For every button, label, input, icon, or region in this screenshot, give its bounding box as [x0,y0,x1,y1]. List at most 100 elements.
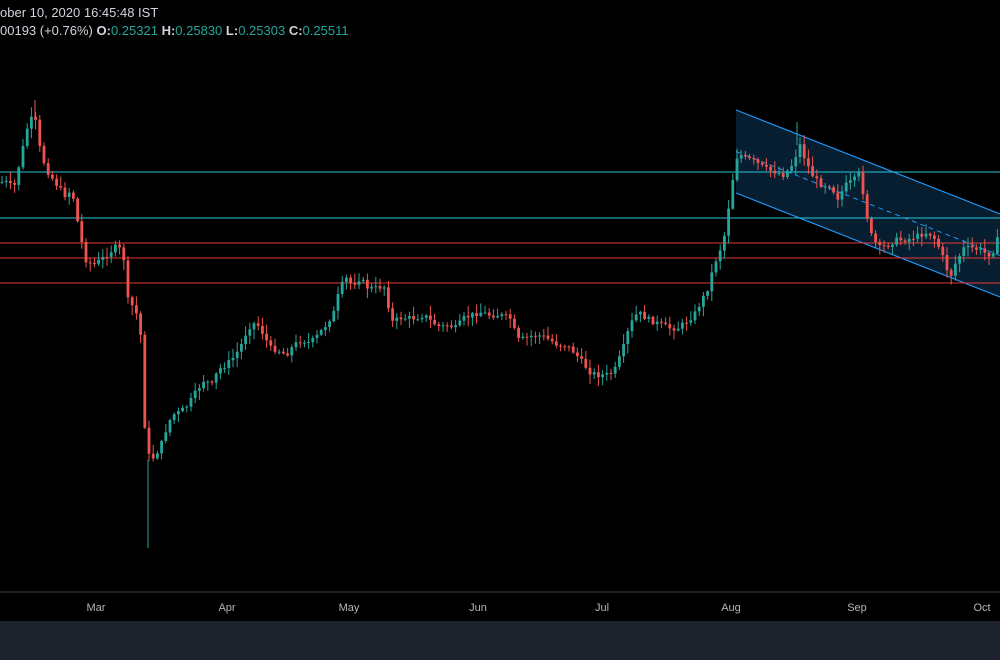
candle-down [584,358,588,368]
candle-down [261,325,264,334]
candle-down [815,176,819,179]
candle-up [681,322,684,329]
close-label: C: [288,23,303,38]
candle-up [315,334,319,338]
candle-up [916,233,919,239]
candle-up [853,176,856,181]
candle-up [202,381,205,389]
candle-down [949,270,953,276]
candle-up [693,311,697,321]
candle-down [13,183,16,185]
close-value: 0.25511 [302,23,349,38]
candle-up [895,237,898,245]
candle-up [420,317,424,320]
candle-up [319,330,323,335]
candle-down [941,246,945,256]
candle-down [928,233,932,236]
candle-down [349,277,352,284]
candle-up [966,245,970,248]
candle-down [59,185,63,188]
candle-up [962,247,966,256]
candle-down [42,145,46,164]
candle-down [93,263,96,264]
candle-up [723,235,726,251]
candle-down [118,244,121,248]
candle-up [248,329,252,336]
candle-up [114,244,117,253]
candle-up [706,291,709,296]
candle-up [17,167,21,185]
candle-down [265,333,268,341]
candle-down [811,166,814,177]
candle-down [34,116,37,120]
candle-up [345,277,348,282]
candle-down [256,323,260,326]
candle-up [639,311,642,315]
candle-up [164,432,168,441]
candle-down [450,325,453,328]
candle-up [844,182,848,192]
x-tick-label: Jul [595,602,609,614]
candle-up [849,180,852,183]
candle-up [626,331,630,344]
candle-up [794,157,798,167]
candle-up [198,388,201,391]
candle-up [479,312,483,316]
candle-up [924,233,928,237]
candle-down [651,316,655,325]
x-tick-label: Mar [87,602,106,614]
candle-up [991,253,995,257]
candle-down [836,192,840,200]
candle-down [882,245,886,247]
candle-down [46,163,50,175]
candle-down [51,174,54,179]
candle-up [798,144,802,157]
candle-up [408,316,411,319]
high-value: 0.25830 [175,23,223,38]
candle-up [219,368,222,374]
candle-up [206,381,210,383]
candle-down [975,247,978,250]
channel-mid-line [735,151,1000,256]
candle-up [727,208,730,236]
candle-down [492,315,495,318]
candle-down [945,255,949,271]
candle-up [454,325,457,328]
candle-up [227,360,231,368]
candle-up [500,314,504,316]
candle-down [466,315,470,318]
candle-up [907,238,911,243]
candle-down [672,328,676,331]
candle-up [996,237,999,254]
candle-up [979,248,982,250]
candle-down [399,317,403,320]
candle-up [655,321,659,325]
candle-down [38,119,42,146]
candle-down [135,305,138,314]
candle-up [30,116,33,129]
candle-down [559,345,562,347]
candle-down [769,166,772,171]
candle-down [819,178,823,187]
candle-down [445,325,449,327]
candle-up [303,342,306,344]
candle-down [870,218,873,234]
bottom-toolbar [0,621,1000,660]
candle-down [429,315,432,320]
candle-up [958,256,961,264]
candle-up [290,347,294,356]
candle-up [294,342,298,348]
candle-down [748,156,751,159]
candle-down [555,341,558,346]
candle-up [361,279,365,282]
candle-down [571,346,575,353]
candle-up [172,414,176,420]
candle-up [0,181,4,183]
candle-up [710,272,714,292]
candle-down [508,314,512,319]
candle-down [937,238,940,247]
candle-down [760,162,764,165]
candle-up [424,315,428,318]
candle-down [378,286,382,289]
